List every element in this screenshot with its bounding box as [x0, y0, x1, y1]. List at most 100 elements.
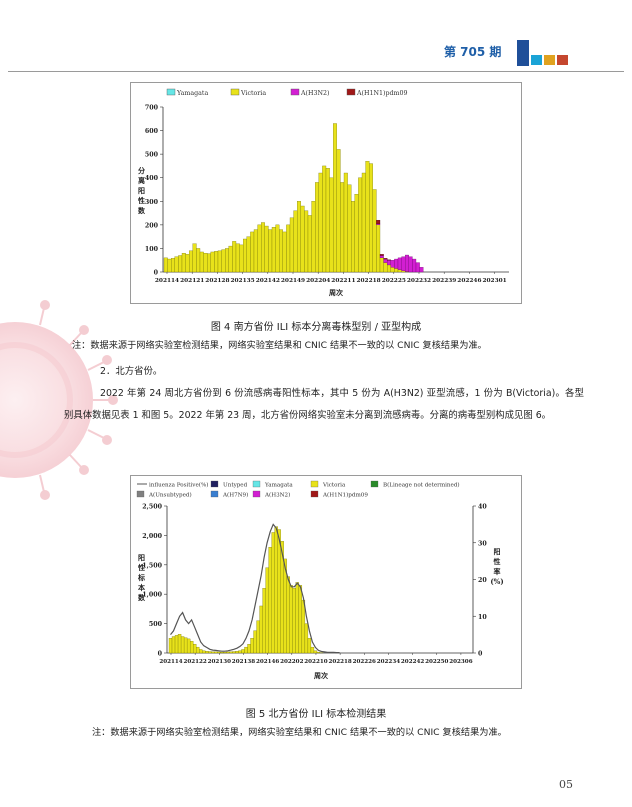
- y-tick-label-left: 2,500: [142, 504, 162, 511]
- bar-victoria: [289, 585, 293, 654]
- bar-victoria: [329, 177, 334, 273]
- x-tick-label: 202202: [280, 659, 303, 665]
- bar-victoria: [180, 636, 185, 654]
- y-axis-left-title-char: 本: [137, 583, 145, 592]
- bar-victoria: [163, 257, 168, 273]
- bar-victoria: [225, 248, 229, 273]
- bar-victoria: [223, 651, 227, 654]
- bar-victoria: [202, 650, 206, 654]
- bar-victoria: [265, 567, 269, 654]
- y-axis-title-char: 离: [138, 176, 145, 185]
- bar-h3n2: [412, 258, 417, 273]
- legend-swatch: [252, 490, 261, 498]
- legend-label: influenza Positive(%): [149, 482, 208, 489]
- bar-victoria: [310, 646, 315, 654]
- y-tick-label-right: 40: [478, 504, 487, 511]
- bar-victoria: [199, 251, 204, 273]
- bar-victoria: [185, 254, 190, 273]
- bar-victoria: [298, 585, 303, 654]
- y-axis-right-title-char: (%): [490, 577, 503, 586]
- bar-victoria: [220, 651, 224, 654]
- bar-victoria: [262, 588, 266, 654]
- bar-victoria: [282, 231, 287, 273]
- bar-victoria: [394, 268, 399, 273]
- page-number: 05: [559, 778, 573, 791]
- bar-victoria: [238, 650, 242, 654]
- bar-h3n2: [415, 262, 420, 273]
- legend-label: Yamagata: [264, 483, 293, 489]
- bar-victoria: [289, 217, 294, 273]
- x-tick-label: 202121: [180, 278, 204, 284]
- legend-swatch: [310, 490, 319, 498]
- legend-swatch: [252, 480, 261, 488]
- bar-victoria: [232, 651, 236, 654]
- legend-label: A(H3N2): [300, 90, 329, 97]
- bar-victoria: [241, 649, 245, 654]
- y-axis-left-title-char: 数: [138, 593, 146, 602]
- bar-victoria: [178, 255, 183, 273]
- x-tick-label: 202306: [449, 659, 472, 665]
- section-paragraph: 2022 年第 24 周北方省份到 6 份流感病毒阳性标本，其中 5 份为 A(…: [64, 388, 584, 421]
- legend-swatch: [230, 88, 240, 96]
- bar-victoria: [246, 236, 251, 273]
- bar-victoria: [253, 630, 257, 654]
- legend-swatch: [210, 480, 219, 488]
- x-tick-label: 202226: [353, 659, 376, 665]
- bar-victoria: [256, 620, 260, 654]
- bar-victoria: [277, 529, 281, 654]
- legend-label: A(H1N1)pdm09: [322, 492, 368, 499]
- figure-5-note: 注：数据来源于网络实验室检测结果，网络实验室结果和 CNIC 结果不一致的以 C…: [92, 727, 507, 738]
- bar-victoria: [383, 262, 388, 273]
- legend-label: A(Unsubtyped): [148, 492, 192, 499]
- bar-victoria: [300, 205, 305, 273]
- bar-victoria: [318, 172, 323, 273]
- legend-swatch: [370, 480, 379, 488]
- y-axis-title-char: 数: [138, 206, 146, 215]
- y-tick-label: 400: [145, 175, 159, 182]
- y-tick-label-left: 1,500: [142, 562, 162, 569]
- section-heading: 2．北方省份。: [100, 366, 163, 377]
- bar-victoria: [336, 149, 341, 273]
- bar-h3n2: [408, 256, 413, 273]
- bar-victoria: [365, 161, 370, 273]
- bar-victoria: [259, 605, 263, 654]
- bar-victoria: [192, 243, 197, 273]
- bar-victoria: [171, 636, 176, 654]
- legend-label: Victoria: [240, 90, 266, 97]
- legend-swatch: [346, 88, 356, 96]
- bar-victoria: [286, 576, 290, 654]
- bar-victoria: [183, 637, 188, 654]
- y-tick-label-right: 10: [478, 614, 487, 621]
- y-tick-label-left: 1,000: [142, 592, 162, 599]
- positive-rate-line: [170, 523, 340, 654]
- bar-victoria: [193, 644, 197, 654]
- bar-victoria: [211, 651, 215, 654]
- x-tick-label: 202138: [232, 659, 255, 665]
- bar-victoria: [264, 225, 269, 273]
- bar-victoria: [235, 651, 239, 654]
- bar-victoria: [361, 172, 366, 273]
- bar-victoria: [387, 264, 391, 273]
- figure-4-caption: 图 4 南方省份 ILI 标本分离毒株型别 / 亚型构成: [210, 322, 422, 333]
- bar-victoria: [199, 649, 203, 654]
- x-tick-label: 202149: [281, 278, 305, 284]
- legend-label: Victoria: [322, 483, 346, 489]
- y-tick-label: 200: [145, 222, 159, 229]
- bar-victoria: [205, 651, 209, 654]
- x-tick-label: 202210: [304, 659, 327, 665]
- y-tick-label-right: 0: [478, 651, 483, 658]
- bar-victoria: [397, 269, 402, 273]
- bar-victoria: [235, 243, 240, 273]
- bar-victoria: [174, 256, 179, 273]
- y-tick-label: 100: [145, 246, 159, 253]
- bar-victoria: [196, 248, 201, 273]
- bar-h3n2: [376, 223, 381, 226]
- y-axis-left-title-char: 阳: [138, 553, 145, 562]
- legend-swatch: [166, 88, 176, 96]
- bar-victoria: [186, 638, 191, 654]
- bar-victoria: [379, 257, 384, 273]
- bar-victoria: [239, 244, 244, 273]
- bar-h1n1: [379, 254, 384, 256]
- bar-victoria: [369, 163, 373, 273]
- bar-h1n1: [383, 258, 388, 260]
